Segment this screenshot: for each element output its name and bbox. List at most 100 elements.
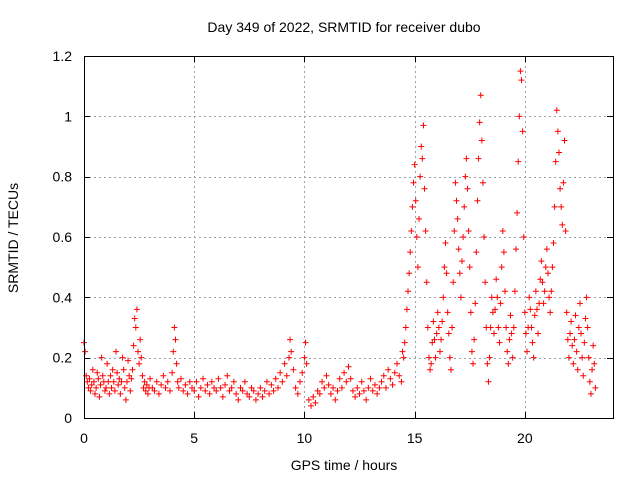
data-point xyxy=(250,387,257,394)
data-point xyxy=(455,246,462,253)
data-point xyxy=(116,375,123,382)
data-point xyxy=(130,342,137,349)
data-point xyxy=(510,324,517,331)
data-point xyxy=(321,384,328,391)
data-point xyxy=(301,354,308,361)
y-tick-label: 0.8 xyxy=(53,169,73,185)
data-point xyxy=(99,372,106,379)
data-point xyxy=(323,372,330,379)
data-point xyxy=(319,378,326,385)
data-point xyxy=(446,354,453,361)
data-point xyxy=(427,366,434,373)
data-point xyxy=(452,179,459,186)
data-point xyxy=(559,221,566,228)
data-point xyxy=(450,279,457,286)
data-point xyxy=(109,366,116,373)
data-point xyxy=(360,387,367,394)
data-point xyxy=(412,197,419,204)
data-point xyxy=(583,294,590,301)
data-point xyxy=(137,336,144,343)
data-point xyxy=(434,309,441,316)
data-point xyxy=(268,381,275,388)
data-point xyxy=(200,375,207,382)
data-point xyxy=(431,336,438,343)
data-point xyxy=(399,348,406,355)
data-point xyxy=(82,348,89,355)
data-point xyxy=(407,249,414,256)
data-point xyxy=(466,264,473,271)
data-point xyxy=(561,137,568,144)
data-point xyxy=(547,309,554,316)
data-point xyxy=(501,288,508,295)
data-point xyxy=(564,336,571,343)
data-point xyxy=(125,357,132,364)
data-point xyxy=(173,360,180,367)
data-point xyxy=(285,354,292,361)
data-point xyxy=(445,330,452,337)
data-point xyxy=(495,324,502,331)
data-point xyxy=(369,387,376,394)
data-point xyxy=(312,399,319,406)
data-point xyxy=(133,306,140,313)
data-point xyxy=(578,330,585,337)
data-point xyxy=(517,68,524,75)
data-point xyxy=(266,390,273,397)
data-point xyxy=(441,264,448,271)
data-point xyxy=(538,258,545,265)
data-point xyxy=(484,360,491,367)
data-point xyxy=(138,354,145,361)
data-point xyxy=(345,363,352,370)
data-point xyxy=(330,384,337,391)
data-point xyxy=(552,158,559,165)
data-point xyxy=(246,393,253,400)
data-point xyxy=(288,348,295,355)
data-point xyxy=(354,384,361,391)
data-point xyxy=(498,264,505,271)
data-point xyxy=(206,390,213,397)
data-point xyxy=(430,318,437,325)
data-point xyxy=(310,393,317,400)
data-point xyxy=(164,378,171,385)
data-point xyxy=(581,339,588,346)
data-point xyxy=(106,390,113,397)
data-point xyxy=(180,387,187,394)
data-point xyxy=(400,354,407,361)
data-point xyxy=(391,369,398,376)
data-point xyxy=(332,396,339,403)
data-point xyxy=(544,270,551,277)
data-point xyxy=(462,173,469,180)
data-point xyxy=(172,336,179,343)
data-point xyxy=(217,384,224,391)
data-point xyxy=(567,330,574,337)
data-point xyxy=(279,378,286,385)
data-point xyxy=(570,360,577,367)
data-point xyxy=(456,270,463,277)
data-point xyxy=(406,270,413,277)
data-point xyxy=(257,384,264,391)
data-point xyxy=(149,384,156,391)
data-point xyxy=(135,348,142,355)
data-point xyxy=(248,384,255,391)
data-point xyxy=(521,309,528,316)
data-point xyxy=(562,227,569,234)
data-point xyxy=(492,306,499,313)
data-point xyxy=(195,393,202,400)
data-point xyxy=(584,324,591,331)
data-point xyxy=(471,336,478,343)
y-tick-label: 1.2 xyxy=(53,48,73,64)
data-point xyxy=(477,92,484,99)
data-point xyxy=(413,234,420,240)
data-point xyxy=(497,300,504,307)
data-point xyxy=(444,309,451,316)
data-point xyxy=(542,264,549,271)
data-point xyxy=(120,366,127,373)
data-point xyxy=(572,312,579,319)
data-point xyxy=(531,312,538,319)
data-point xyxy=(86,375,93,382)
data-point xyxy=(93,384,100,391)
data-point xyxy=(580,372,587,379)
data-point xyxy=(222,381,229,388)
data-point xyxy=(504,348,511,355)
data-point xyxy=(568,318,575,325)
data-point xyxy=(409,203,416,210)
